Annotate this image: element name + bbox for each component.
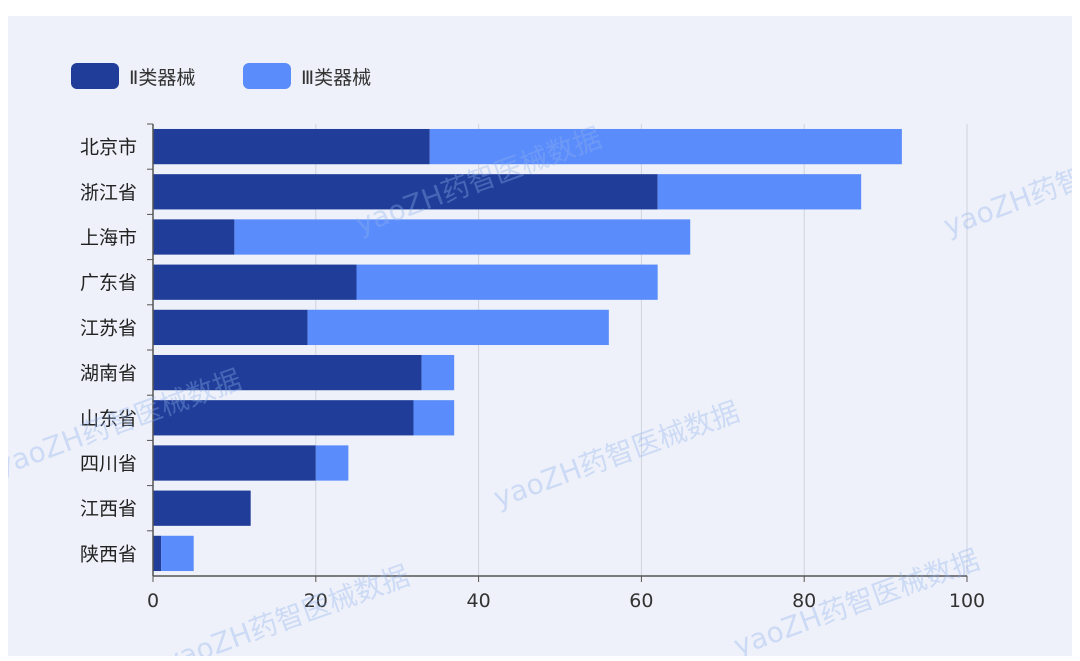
bar-class3 xyxy=(657,174,862,210)
legend-label: Ⅱ类器械 xyxy=(129,67,195,89)
bar-class2 xyxy=(153,445,316,481)
x-tick-label: 40 xyxy=(467,590,491,612)
watermark-text: yaoZH药智医械数据 xyxy=(729,543,984,656)
x-tick-label: 20 xyxy=(304,590,328,612)
watermark-text: yaoZH药智医械数据 xyxy=(159,559,414,656)
category-label: 江西省 xyxy=(80,498,137,520)
category-label: 陕西省 xyxy=(80,543,137,565)
chart-panel: 0 20 40 60 80 100 北京市浙江省上海市广东省江苏省湖南省山东省四川省江西省陕… xyxy=(8,16,1072,656)
bar-class2 xyxy=(153,219,235,255)
category-label: 上海市 xyxy=(80,227,137,249)
bar-class3 xyxy=(356,264,658,300)
bar-class2 xyxy=(153,354,422,391)
x-tick-label: 80 xyxy=(792,590,816,612)
category-label: 浙江省 xyxy=(80,182,137,204)
category-label: 江苏省 xyxy=(80,317,137,339)
category-label: 广东省 xyxy=(80,272,137,294)
legend-swatch xyxy=(243,63,291,89)
bar-class2 xyxy=(153,309,308,346)
watermark-text: yaoZH药智医械数据 xyxy=(939,123,1072,243)
bar-class3 xyxy=(234,219,691,255)
legend-label: Ⅲ类器械 xyxy=(301,67,371,89)
legend: Ⅱ类器械 Ⅲ类器械 xyxy=(71,63,371,89)
bar-class3 xyxy=(315,445,349,481)
bar-class2 xyxy=(153,128,430,165)
category-label: 湖南省 xyxy=(80,363,137,385)
bars xyxy=(153,128,902,572)
x-tick-label: 0 xyxy=(147,590,159,612)
x-tick-label: 100 xyxy=(949,590,985,612)
category-label: 山东省 xyxy=(80,408,137,430)
bar-class3 xyxy=(161,535,194,572)
bar-class2 xyxy=(153,535,162,572)
bar-class3 xyxy=(413,400,455,436)
category-label: 北京市 xyxy=(80,137,137,159)
bar-class3 xyxy=(429,128,902,165)
bar-chart: 0 20 40 60 80 100 北京市浙江省上海市广东省江苏省湖南省山东省四川省江西省陕… xyxy=(8,63,1072,656)
legend-swatch xyxy=(71,63,119,89)
bar-class3 xyxy=(421,354,455,391)
bar-class2 xyxy=(153,264,357,300)
category-label: 四川省 xyxy=(80,453,137,475)
bar-class2 xyxy=(153,490,251,526)
bar-class2 xyxy=(153,174,658,210)
axes: 0 20 40 60 80 100 北京市浙江省上海市广东省江苏省湖南省山东省四川省江西省陕… xyxy=(80,123,985,612)
watermark-text: yaoZH药智医械数据 xyxy=(489,395,744,515)
x-tick-label: 60 xyxy=(629,590,653,612)
bar-class3 xyxy=(307,309,609,346)
bar-class2 xyxy=(153,400,414,436)
